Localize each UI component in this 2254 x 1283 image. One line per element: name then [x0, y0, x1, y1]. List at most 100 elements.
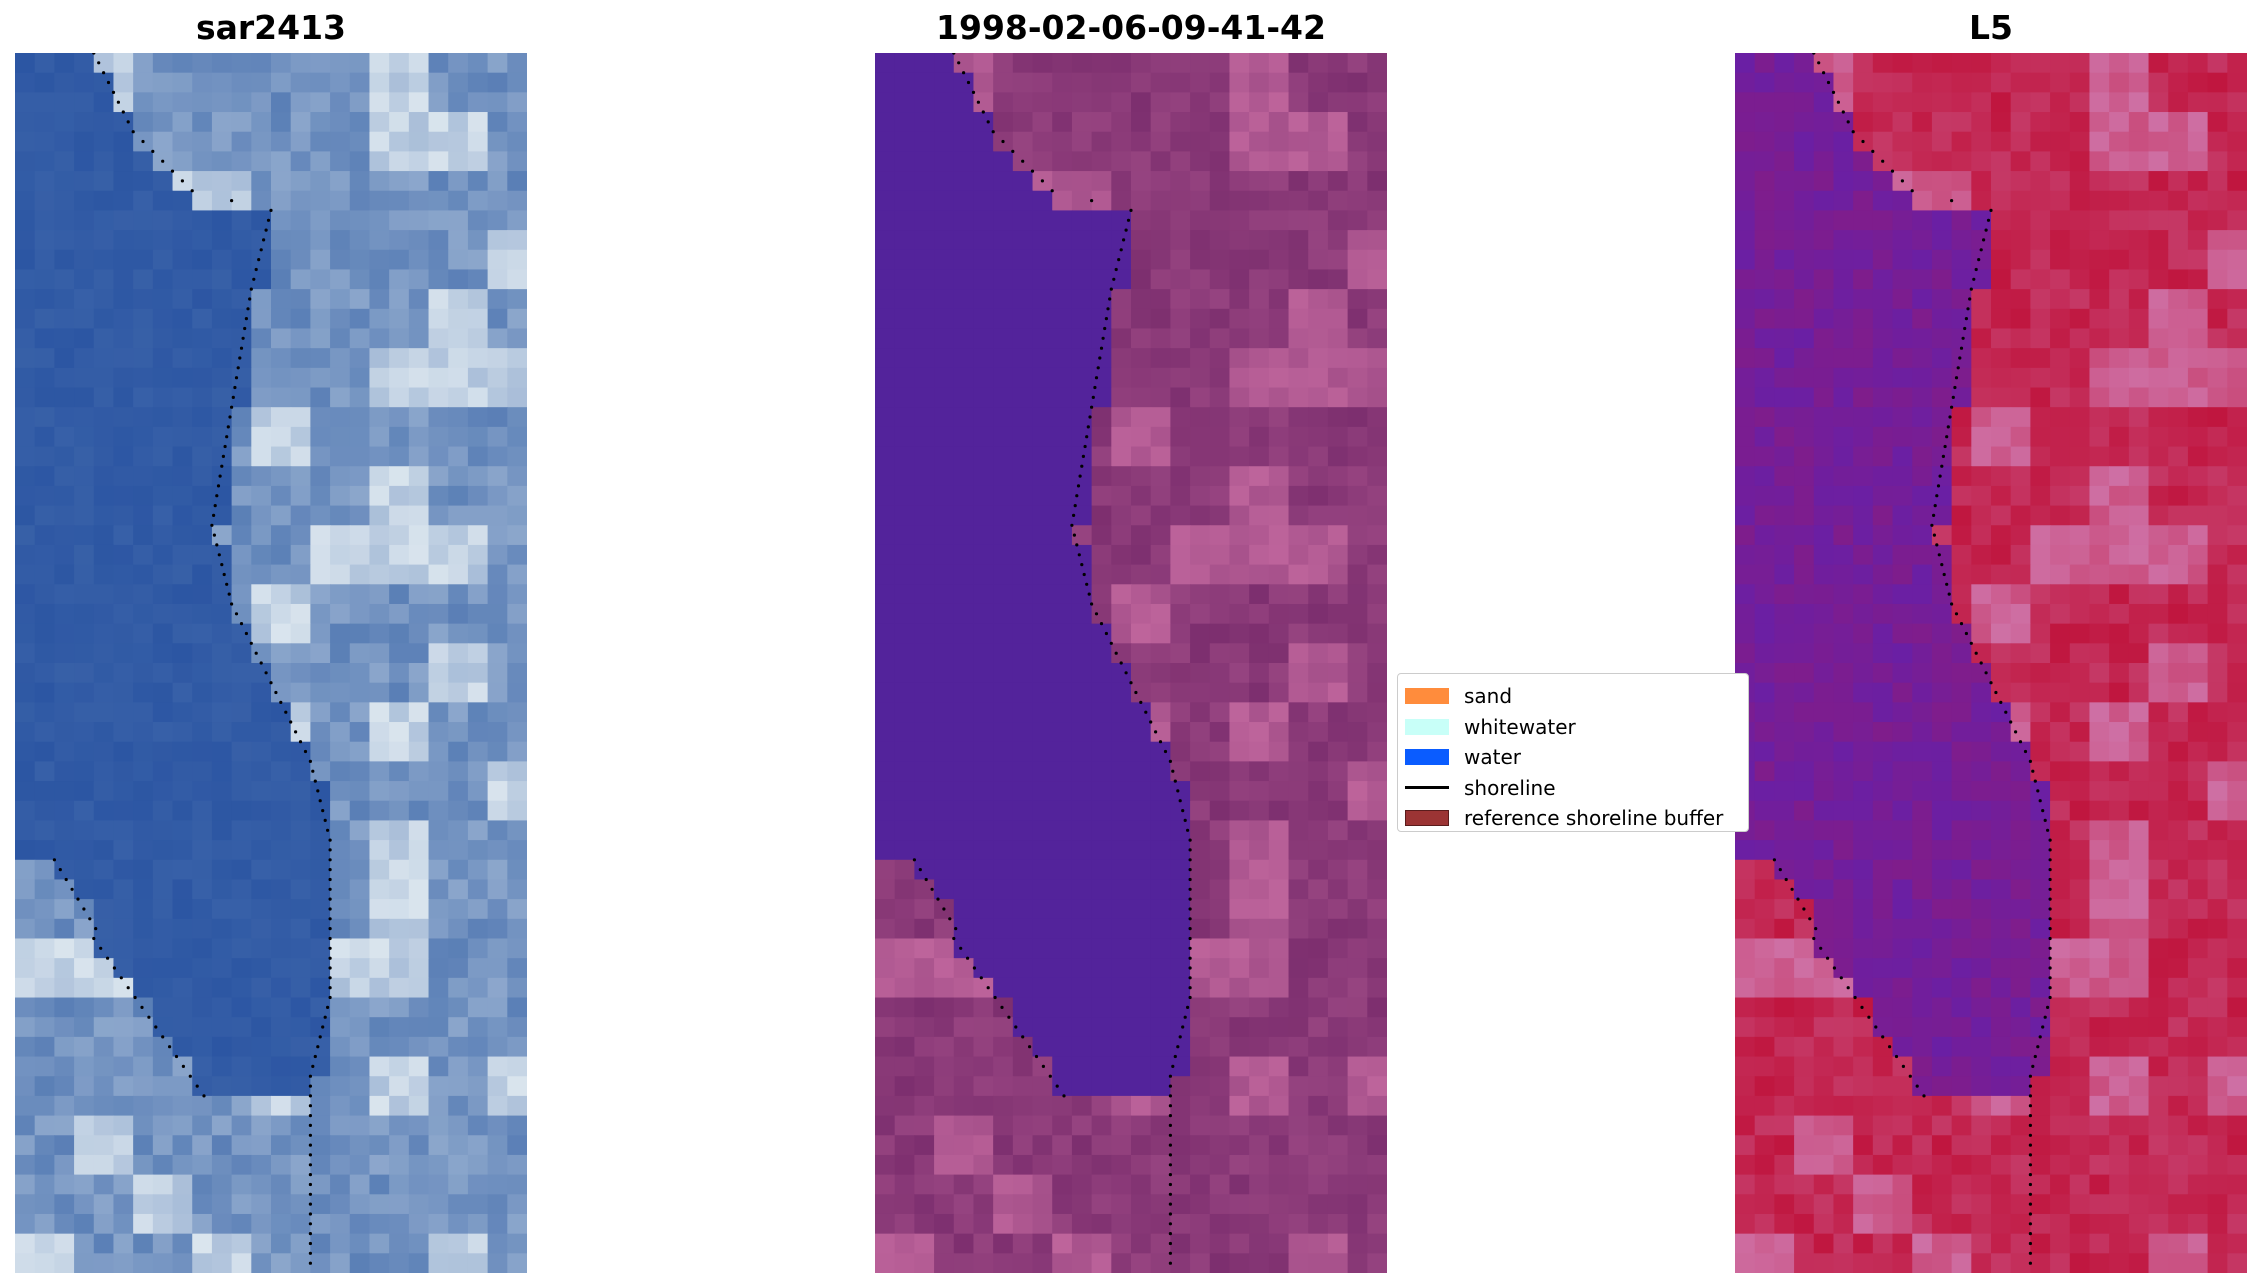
pixel [875, 210, 896, 231]
pixel [448, 702, 469, 723]
pixel [93, 544, 115, 566]
pixel [467, 938, 489, 959]
pixel [133, 702, 154, 723]
pixel [290, 446, 311, 467]
pixel [1754, 663, 1775, 684]
pixel [1150, 1154, 1171, 1176]
pixel [1190, 603, 1211, 625]
pixel [1872, 544, 1894, 566]
pixel [1347, 328, 1368, 349]
shoreline-point [1073, 504, 1077, 508]
pixel [290, 210, 311, 231]
pixel [2050, 722, 2071, 743]
pixel [1111, 407, 1132, 428]
pixel [2050, 407, 2071, 428]
pixel [2168, 1036, 2189, 1058]
pixel [34, 879, 55, 900]
pixel [133, 938, 154, 959]
pixel [192, 348, 213, 369]
pixel [973, 820, 994, 841]
pixel [1209, 426, 1231, 448]
pixel [428, 1174, 449, 1195]
shoreline-point [979, 976, 983, 980]
pixel [290, 1095, 311, 1117]
shoreline-point [1168, 1133, 1172, 1137]
shoreline-point [1094, 612, 1099, 616]
pixel [1131, 151, 1152, 172]
pixel [251, 92, 272, 113]
pixel [369, 328, 390, 349]
shoreline-point [1078, 474, 1082, 478]
pixel [1052, 249, 1073, 271]
pixel [133, 1174, 154, 1195]
pixel [1249, 387, 1270, 408]
pixel [2148, 761, 2169, 782]
pixel [894, 131, 915, 152]
pixel [973, 663, 994, 684]
pixel [172, 544, 193, 566]
pixel [1794, 1036, 1815, 1058]
pixel [15, 918, 36, 940]
pixel [2187, 722, 2209, 743]
pixel [1327, 958, 1349, 979]
pixel [2030, 1095, 2051, 1117]
pixel [1131, 781, 1152, 802]
pixel [875, 584, 896, 605]
shoreline-point [106, 80, 111, 85]
pixel [34, 131, 55, 152]
pixel [2148, 249, 2169, 271]
pixel [369, 387, 390, 408]
pixel [310, 800, 331, 822]
pixel [2187, 682, 2209, 703]
pixel [15, 938, 36, 959]
pixel [1971, 781, 1992, 802]
pixel [467, 820, 489, 841]
pixel [231, 544, 252, 566]
pixel [993, 1233, 1014, 1254]
pixel [369, 682, 390, 703]
pixel [290, 1017, 311, 1038]
pixel [310, 230, 331, 251]
shoreline-point [321, 809, 325, 813]
pixel [1347, 781, 1368, 802]
pixel [934, 603, 955, 625]
pixel [408, 623, 430, 644]
pixel [1912, 643, 1933, 664]
pixel [2207, 367, 2228, 389]
pixel [2030, 269, 2051, 290]
pixel [1951, 446, 1972, 467]
pixel [408, 190, 430, 212]
pixel [1794, 879, 1815, 900]
pixel [1288, 1253, 1309, 1273]
pixel [953, 92, 975, 113]
pixel [1912, 1135, 1933, 1156]
shoreline-point [308, 1241, 312, 1246]
pixel [1131, 1253, 1152, 1273]
pixel [211, 92, 233, 113]
pixel [894, 997, 915, 1018]
pixel [2050, 544, 2071, 566]
shoreline-point [236, 366, 240, 370]
pixel [54, 1154, 75, 1176]
pixel [993, 269, 1014, 290]
pixel [389, 72, 410, 93]
pixel [1813, 761, 1835, 782]
shoreline-point [308, 1123, 312, 1127]
pixel [428, 1056, 449, 1077]
pixel [408, 367, 430, 389]
pixel [93, 1076, 115, 1097]
pixel [251, 131, 272, 152]
pixel [1794, 1076, 1815, 1097]
shoreline-point [1168, 1212, 1172, 1216]
pixel [2010, 72, 2031, 93]
pixel [330, 1154, 351, 1176]
pixel [1347, 72, 1368, 93]
pixel [2227, 289, 2247, 310]
pixel [2148, 308, 2169, 330]
pixel [1754, 682, 1775, 703]
pixel [349, 446, 371, 467]
pixel [389, 663, 410, 684]
pixel [1170, 53, 1191, 74]
shoreline-point [1124, 671, 1128, 675]
pixel [54, 997, 75, 1018]
